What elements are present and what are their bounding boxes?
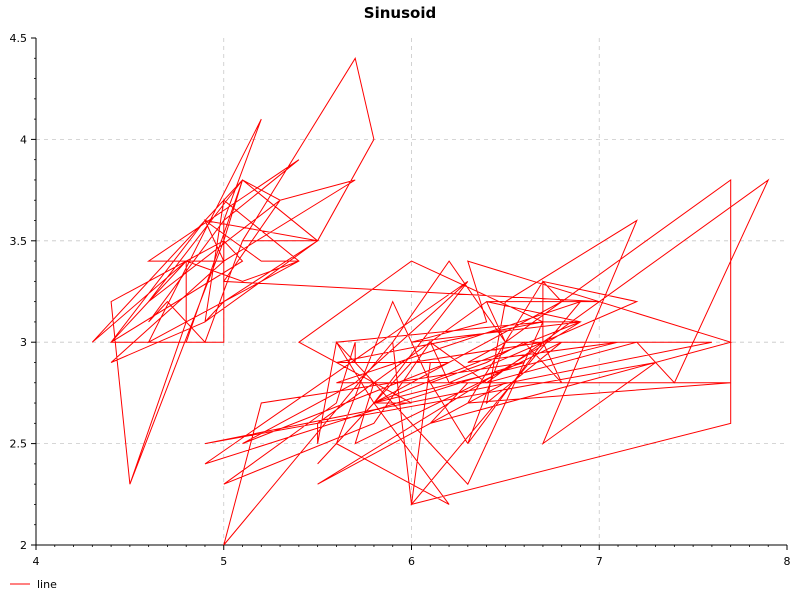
x-tick-label: 4: [33, 555, 40, 568]
chart-title: Sinusoid: [364, 4, 436, 22]
legend: line: [10, 578, 57, 591]
x-tick-label: 8: [784, 555, 791, 568]
y-tick-label: 2: [20, 539, 27, 552]
axes: 4 5 6 7 8 2 2.5 3 3.5 4 4.5: [10, 32, 791, 568]
y-tick-label: 4: [20, 133, 27, 146]
series-line-line: [91, 57, 770, 546]
x-tick-label: 7: [596, 555, 603, 568]
x-tick-label: 5: [220, 555, 227, 568]
y-tick-label: 2.5: [10, 438, 28, 451]
x-tick-label: 6: [408, 555, 415, 568]
y-tick-label: 3: [20, 336, 27, 349]
legend-label: line: [37, 578, 57, 591]
y-tick-label: 4.5: [10, 32, 28, 45]
y-tick-label: 3.5: [10, 235, 28, 248]
series-layer: [91, 57, 770, 546]
